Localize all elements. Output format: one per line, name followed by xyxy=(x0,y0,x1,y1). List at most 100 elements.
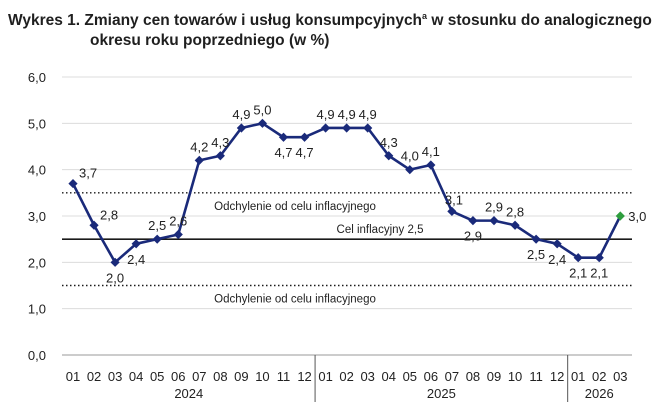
x-tick-label: 02 xyxy=(592,369,606,384)
chart-title-line1-end: w stosunku do analogicznego xyxy=(427,12,652,30)
x-tick-label: 03 xyxy=(360,369,374,384)
x-tick-label: 09 xyxy=(234,369,248,384)
data-label: 4,1 xyxy=(422,144,440,159)
x-tick-label: 01 xyxy=(318,369,332,384)
data-point xyxy=(510,220,520,230)
data-point xyxy=(194,155,204,165)
y-tick-label: 6,0 xyxy=(28,70,46,85)
chart-title: Wykres 1. Zmiany cen towarów i usług kon… xyxy=(8,6,658,51)
data-point xyxy=(321,123,331,133)
target-line-label: Cel inflacyjny 2,5 xyxy=(337,224,424,236)
x-tick-label: 02 xyxy=(339,369,353,384)
data-point xyxy=(278,132,289,142)
data-label: 2,4 xyxy=(548,252,566,267)
data-label: 2,0 xyxy=(106,270,124,285)
data-label: 4,9 xyxy=(232,107,250,122)
data-label: 4,7 xyxy=(274,145,292,160)
data-point xyxy=(363,123,373,133)
data-point xyxy=(447,206,457,216)
data-point xyxy=(236,123,246,133)
data-point xyxy=(215,151,225,161)
x-tick-label: 08 xyxy=(466,369,480,384)
data-label: 4,9 xyxy=(338,107,356,122)
data-label: 3,0 xyxy=(628,209,646,224)
data-label: 2,8 xyxy=(506,204,524,219)
tolerance-line-label: Odchylenie od celu inflacyjnego xyxy=(214,294,376,306)
data-label: 5,0 xyxy=(253,102,271,117)
x-tick-label: 10 xyxy=(508,369,522,384)
data-label: 4,3 xyxy=(380,135,398,150)
y-tick-label: 3,0 xyxy=(28,209,46,224)
y-tick-label: 0,0 xyxy=(28,348,46,363)
chart-title-superscript: a xyxy=(422,11,428,21)
data-point xyxy=(152,234,162,244)
x-tick-label: 01 xyxy=(571,369,585,384)
data-label: 2,1 xyxy=(590,266,608,281)
data-label: 3,7 xyxy=(79,166,97,181)
data-point xyxy=(257,118,268,128)
data-point xyxy=(110,257,120,267)
data-point xyxy=(89,220,99,230)
data-label: 2,9 xyxy=(485,200,503,215)
x-tick-label: 02 xyxy=(87,369,101,384)
data-label: 2,5 xyxy=(148,218,166,233)
data-label: 2,9 xyxy=(464,229,482,244)
x-tick-label: 03 xyxy=(108,369,122,384)
data-label: 4,9 xyxy=(359,107,377,122)
data-label: 4,3 xyxy=(211,135,229,150)
x-tick-label: 07 xyxy=(445,369,459,384)
data-point xyxy=(426,160,436,170)
data-point xyxy=(131,239,141,249)
x-tick-label: 06 xyxy=(424,369,438,384)
data-label: 3,1 xyxy=(445,192,463,207)
y-tick-label: 4,0 xyxy=(28,163,46,178)
x-year-label: 2026 xyxy=(585,386,614,401)
x-tick-label: 12 xyxy=(550,369,564,384)
data-point xyxy=(405,165,415,175)
data-label: 2,1 xyxy=(569,266,587,281)
x-year-label: 2025 xyxy=(427,386,456,401)
data-point xyxy=(594,253,604,263)
data-label: 2,8 xyxy=(100,207,118,222)
tolerance-line-label: Odchylenie od celu inflacyjnego xyxy=(214,201,376,213)
data-point xyxy=(68,178,78,189)
x-tick-label: 05 xyxy=(150,369,164,384)
data-label: 4,9 xyxy=(317,107,335,122)
data-point xyxy=(552,239,562,249)
data-point xyxy=(384,151,394,161)
data-point xyxy=(531,234,541,244)
data-label: 4,0 xyxy=(401,149,419,164)
x-tick-label: 03 xyxy=(613,369,627,384)
x-tick-label: 05 xyxy=(403,369,417,384)
x-tick-label: 08 xyxy=(213,369,227,384)
x-tick-label: 11 xyxy=(529,369,543,384)
data-point xyxy=(299,132,310,142)
x-tick-label: 01 xyxy=(66,369,80,384)
data-label: 2,4 xyxy=(127,252,145,267)
x-year-label: 2024 xyxy=(174,386,203,401)
data-label: 4,2 xyxy=(190,139,208,154)
data-label: 4,7 xyxy=(296,145,314,160)
data-point xyxy=(489,216,499,226)
x-tick-label: 06 xyxy=(171,369,185,384)
data-label: 2,6 xyxy=(169,214,187,229)
x-tick-label: 07 xyxy=(192,369,206,384)
chart-title-line2: okresu roku poprzedniego (w %) xyxy=(90,32,330,50)
x-tick-label: 10 xyxy=(255,369,269,384)
data-point xyxy=(173,229,183,240)
x-tick-label: 04 xyxy=(129,369,143,384)
x-tick-label: 09 xyxy=(487,369,501,384)
x-tick-label: 11 xyxy=(277,369,291,384)
chart-title-line1: Wykres 1. Zmiany cen towarów i usług kon… xyxy=(8,12,423,30)
x-tick-label: 12 xyxy=(297,369,311,384)
data-label: 2,5 xyxy=(527,247,545,262)
x-tick-label: 04 xyxy=(382,369,396,384)
data-point xyxy=(342,123,352,133)
y-tick-label: 1,0 xyxy=(28,302,46,317)
y-tick-label: 5,0 xyxy=(28,116,46,131)
data-point xyxy=(468,216,478,226)
data-point xyxy=(573,253,583,263)
y-tick-label: 2,0 xyxy=(28,255,46,270)
data-point-latest xyxy=(615,211,625,221)
